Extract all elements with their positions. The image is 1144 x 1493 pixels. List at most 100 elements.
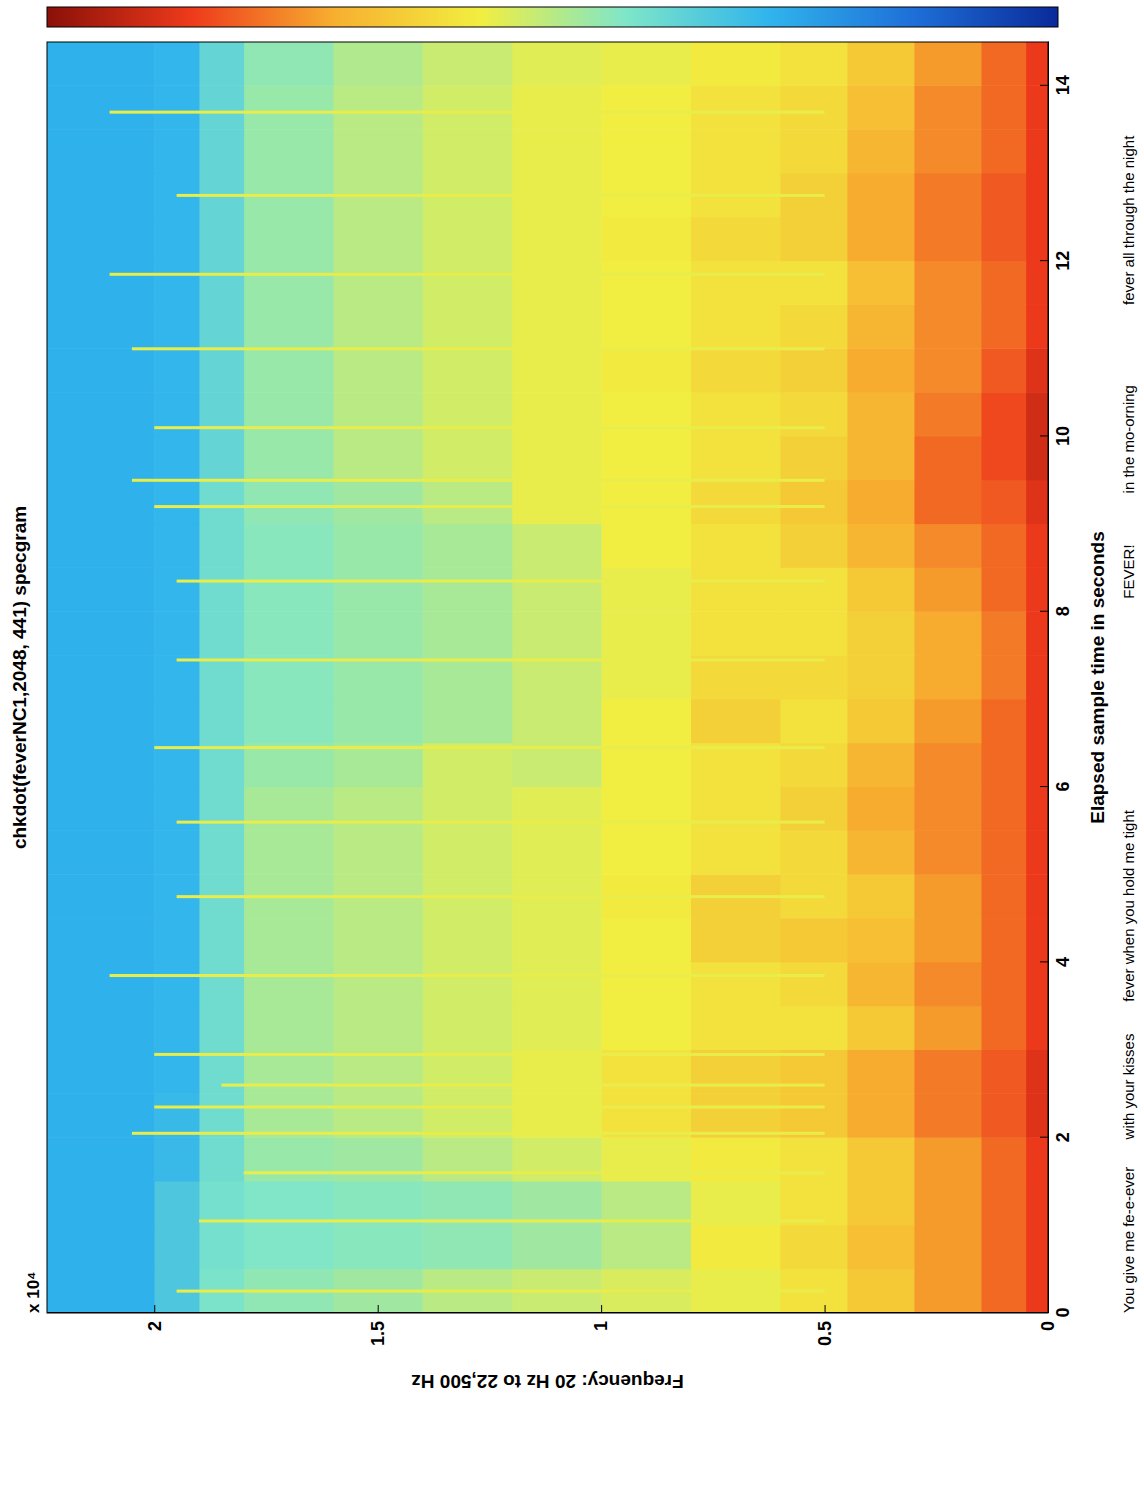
heatmap-cell — [1026, 129, 1048, 173]
heatmap-cell — [47, 524, 155, 568]
click-line — [177, 1290, 825, 1293]
heatmap-cell — [422, 699, 512, 743]
x-tick: 12 — [1040, 251, 1073, 271]
heatmap-cell — [847, 1006, 915, 1050]
click-line — [244, 1171, 825, 1174]
heatmap-cell — [1026, 611, 1048, 655]
heatmap-cell — [244, 217, 334, 261]
click-line — [154, 746, 824, 749]
heatmap-cell — [422, 480, 512, 524]
heatmap-cell — [847, 524, 915, 568]
rotated-figure: 0246810121400.511.52chkdot(feverNC1,2048… — [9, 7, 1137, 1392]
heatmap-cell — [244, 436, 334, 480]
heatmap-cell — [847, 173, 915, 217]
heatmap-cell — [780, 42, 848, 86]
heatmap-cell — [244, 918, 334, 962]
heatmap-cell — [422, 392, 512, 436]
heatmap-cell — [154, 962, 199, 1006]
heatmap-cell — [847, 787, 915, 831]
click-line — [154, 1106, 824, 1109]
click-line — [110, 974, 825, 977]
heatmap-cell — [847, 85, 915, 129]
heatmap-cell — [199, 655, 244, 699]
heatmap-cell — [981, 1225, 1026, 1269]
x-tick-label: 14 — [1053, 75, 1073, 95]
heatmap-cell — [691, 655, 781, 699]
heatmap-cell — [847, 261, 915, 305]
heatmap-cell — [847, 304, 915, 348]
heatmap-cell — [244, 1225, 334, 1269]
heatmap-cell — [847, 217, 915, 261]
chart-svg: 0246810121400.511.52chkdot(feverNC1,2048… — [0, 0, 1144, 1493]
heatmap-cell — [333, 42, 423, 86]
heatmap-cell — [244, 129, 334, 173]
heatmap-cell — [422, 743, 512, 787]
heatmap-cell — [981, 1093, 1026, 1137]
heatmap-cell — [914, 217, 982, 261]
heatmap-cell — [512, 85, 602, 129]
heatmap-cell — [47, 1269, 155, 1313]
heatmap-cell — [199, 129, 244, 173]
heatmap-cell — [154, 743, 199, 787]
heatmap-cell — [981, 1006, 1026, 1050]
heatmap-cell — [1026, 567, 1048, 611]
heatmap-cell — [914, 173, 982, 217]
heatmap-cell — [981, 874, 1026, 918]
x-axis: 02468101214 — [1040, 42, 1073, 1318]
heatmap-cell — [1026, 173, 1048, 217]
heatmap-cell — [244, 42, 334, 86]
heatmap-cell — [199, 261, 244, 305]
heatmap-cell — [47, 655, 155, 699]
heatmap-cell — [512, 1093, 602, 1137]
heatmap-cell — [512, 567, 602, 611]
heatmap-cell — [244, 304, 334, 348]
y-tick: 0.5 — [815, 1305, 835, 1346]
heatmap-cell — [199, 787, 244, 831]
heatmap-cell — [601, 1006, 691, 1050]
heatmap-cell — [199, 436, 244, 480]
heatmap-cell — [512, 1181, 602, 1225]
heatmap-cell — [780, 392, 848, 436]
heatmap-cell — [512, 1050, 602, 1094]
x-tick-mark — [1040, 435, 1048, 436]
heatmap-cell — [244, 480, 334, 524]
heatmap-cell — [154, 436, 199, 480]
heatmap-cell — [333, 655, 423, 699]
click-line — [154, 505, 824, 508]
heatmap-cell — [601, 217, 691, 261]
heatmap-cell — [914, 42, 982, 86]
heatmap-cell — [422, 348, 512, 392]
heatmap-cell — [422, 436, 512, 480]
heatmap-cell — [154, 304, 199, 348]
x-tick: 8 — [1040, 606, 1073, 616]
heatmap-cell — [601, 348, 691, 392]
heatmap-cell — [691, 567, 781, 611]
heatmap-cell — [691, 304, 781, 348]
heatmap-cell — [199, 699, 244, 743]
heatmap-cell — [691, 1093, 781, 1137]
heatmap-cell — [691, 85, 781, 129]
y-tick: 2 — [145, 1305, 165, 1331]
heatmap-cell — [981, 304, 1026, 348]
heatmap-cell — [422, 655, 512, 699]
heatmap-cell — [847, 655, 915, 699]
heatmap-cell — [780, 918, 848, 962]
heatmap-cell — [512, 217, 602, 261]
heatmap-cell — [199, 962, 244, 1006]
heatmap-cell — [154, 392, 199, 436]
heatmap-cell — [244, 1181, 334, 1225]
heatmap-cell — [601, 787, 691, 831]
heatmap-cell — [422, 304, 512, 348]
lyric-annotation: in the mo-orning — [1120, 385, 1137, 493]
heatmap-cell — [512, 918, 602, 962]
click-line — [177, 194, 825, 197]
x-tick-label: 6 — [1053, 782, 1073, 792]
heatmap-cell — [333, 1137, 423, 1181]
heatmap-cell — [422, 85, 512, 129]
heatmap-cell — [1026, 699, 1048, 743]
x-tick: 14 — [1040, 75, 1073, 95]
heatmap-cell — [1026, 743, 1048, 787]
heatmap-cell — [780, 1050, 848, 1094]
heatmap-cell — [199, 85, 244, 129]
heatmap-cell — [422, 1181, 512, 1225]
